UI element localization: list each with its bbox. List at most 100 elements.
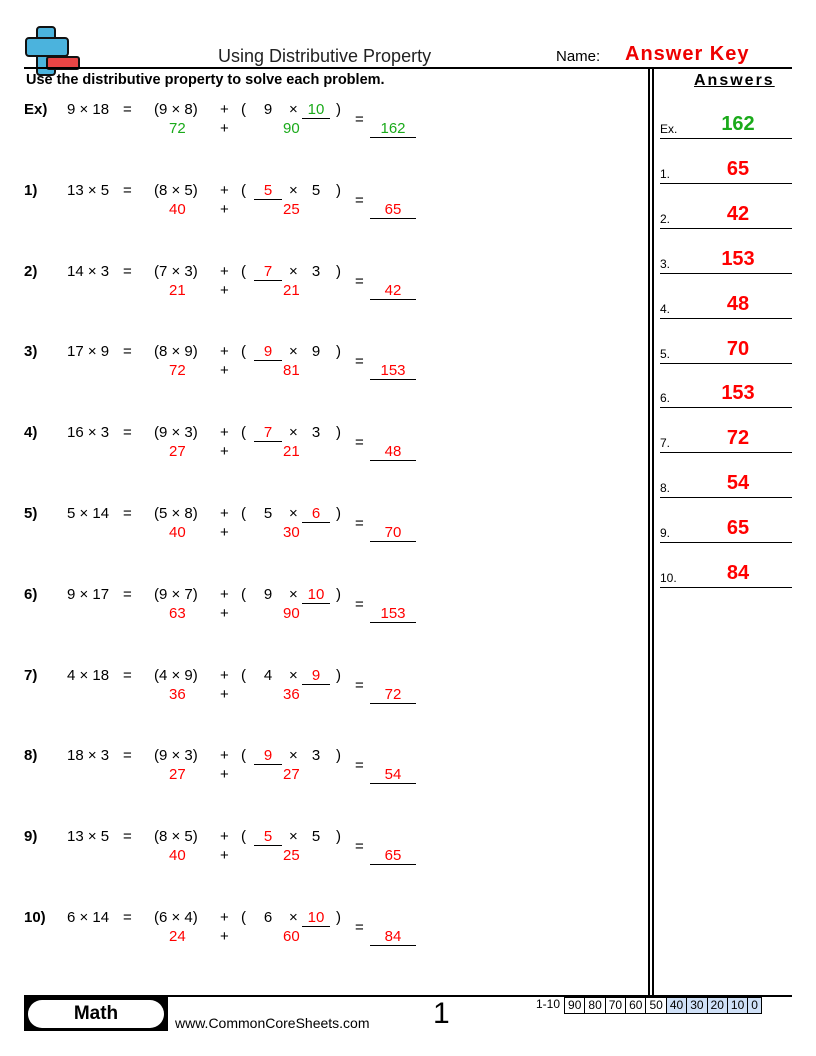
equals-sign: =	[123, 181, 132, 199]
answer-label: 10.	[660, 571, 677, 585]
answer-label: 2.	[660, 211, 671, 226]
plus-sign: +	[220, 424, 229, 442]
filled-blank[interactable]: 9	[302, 667, 330, 685]
plus-sign: +	[220, 685, 229, 703]
plus-sign: +	[220, 120, 229, 137]
problem-number: 3)	[24, 343, 38, 361]
answer-value[interactable]: 48	[726, 292, 750, 315]
answer-blank[interactable]: 54	[370, 766, 416, 785]
problem-expression: 13 × 5	[67, 181, 110, 199]
answer-blank[interactable]: 42	[370, 282, 416, 300]
problem-expression: 9 × 17	[67, 585, 110, 603]
plus-sign: +	[220, 909, 229, 926]
answer-blank[interactable]: 65	[370, 847, 416, 866]
divider	[24, 67, 792, 69]
answer-blank[interactable]: 72	[370, 686, 416, 704]
answer-value[interactable]: 65	[726, 157, 750, 180]
equals-sign: =	[123, 909, 132, 926]
plus-sign: +	[220, 262, 229, 280]
answers-heading: Answers	[694, 72, 775, 89]
plus-sign: +	[220, 181, 229, 199]
open-paren: (	[241, 424, 246, 442]
answer-value[interactable]: 153	[721, 382, 755, 405]
filled-blank[interactable]: 6	[302, 505, 330, 523]
right-result: 36	[283, 685, 300, 703]
filled-blank[interactable]: 9	[254, 747, 282, 766]
answer-blank[interactable]: 162	[370, 120, 416, 138]
open-paren: (	[241, 666, 246, 684]
filled-blank[interactable]: 10	[302, 909, 330, 927]
left-result: 72	[169, 120, 186, 137]
right-result: 25	[283, 200, 300, 218]
right-result: 21	[283, 281, 300, 299]
problem-number: 5)	[24, 505, 38, 522]
answer-value[interactable]: 153	[721, 247, 755, 270]
answer-label: 8.	[660, 481, 671, 496]
left-product: (8 × 5)	[154, 828, 198, 846]
filled-blank[interactable]: 9	[254, 343, 282, 362]
equals-sign: =	[355, 515, 364, 532]
score-cell: 1-10	[536, 997, 561, 1011]
answer-row: 4. 48	[660, 292, 792, 319]
right-result: 25	[283, 847, 300, 865]
answer-value[interactable]: 70	[726, 337, 750, 360]
plus-sign: +	[220, 666, 229, 684]
answer-blank[interactable]: 48	[370, 443, 416, 462]
equals-sign: =	[123, 262, 132, 280]
filled-blank[interactable]: 10	[302, 101, 330, 119]
close-paren: )	[336, 343, 341, 361]
equals-sign: =	[123, 101, 132, 118]
problem: 7) 4 × 18 = (4 × 9) + (×) 36 +36 = 4 9 72	[0, 667, 640, 727]
plus-sign: +	[220, 443, 229, 461]
answer-label: 1.	[660, 166, 671, 181]
equals-sign: =	[355, 111, 364, 128]
name-label: Name:	[556, 48, 601, 65]
site-link[interactable]: www.CommonCoreSheets.com	[175, 1015, 370, 1031]
answer-blank[interactable]: 153	[370, 362, 416, 381]
problem: 3) 17 × 9 = (8 × 9) + (×) 72 +81 = 9 9 153	[0, 343, 640, 403]
answer-value[interactable]: 162	[721, 113, 755, 135]
factor: 3	[311, 262, 321, 280]
problem-number: 6)	[24, 585, 38, 603]
filled-blank[interactable]: 5	[254, 828, 282, 847]
answer-blank[interactable]: 84	[370, 928, 416, 946]
problem: 2) 14 × 3 = (7 × 3) + (×) 21 +21 = 7 3 42	[0, 263, 640, 323]
answer-row: 6. 153	[660, 382, 792, 409]
left-product: (9 × 7)	[154, 585, 198, 603]
answer-value[interactable]: 72	[726, 427, 750, 450]
plus-sign: +	[220, 766, 229, 784]
answer-blank[interactable]: 65	[370, 201, 416, 219]
answer-blank[interactable]: 70	[370, 524, 416, 542]
answer-label: Ex.	[660, 122, 678, 136]
filled-blank[interactable]: 10	[302, 586, 330, 604]
right-result: 90	[283, 604, 300, 622]
answer-label: 9.	[660, 526, 671, 541]
answer-row: 1. 65	[660, 157, 792, 184]
answer-value[interactable]: 65	[726, 517, 750, 540]
problem-number: Ex)	[24, 101, 48, 118]
answer-value[interactable]: 42	[726, 202, 750, 225]
open-paren: (	[241, 505, 246, 522]
close-paren: )	[336, 585, 341, 603]
score-cell: 90	[564, 997, 586, 1014]
answer-blank[interactable]: 153	[370, 605, 416, 623]
answer-value[interactable]: 84	[726, 562, 750, 584]
times-sign: ×	[289, 343, 298, 361]
times-sign: ×	[289, 909, 298, 926]
open-paren: (	[241, 262, 246, 280]
plus-sign: +	[220, 524, 229, 541]
score-cell: 50	[646, 997, 667, 1014]
left-result: 40	[169, 524, 186, 541]
close-paren: )	[336, 666, 341, 684]
plus-sign: +	[220, 281, 229, 299]
open-paren: (	[241, 181, 246, 199]
factor: 9	[263, 101, 273, 118]
plus-sign: +	[220, 828, 229, 846]
filled-blank[interactable]: 5	[254, 182, 282, 200]
score-cell: 20	[707, 997, 728, 1014]
filled-blank[interactable]: 7	[254, 263, 282, 281]
left-product: (9 × 8)	[154, 101, 198, 118]
equals-sign: =	[355, 838, 364, 856]
answer-value[interactable]: 54	[726, 472, 750, 495]
filled-blank[interactable]: 7	[254, 424, 282, 443]
